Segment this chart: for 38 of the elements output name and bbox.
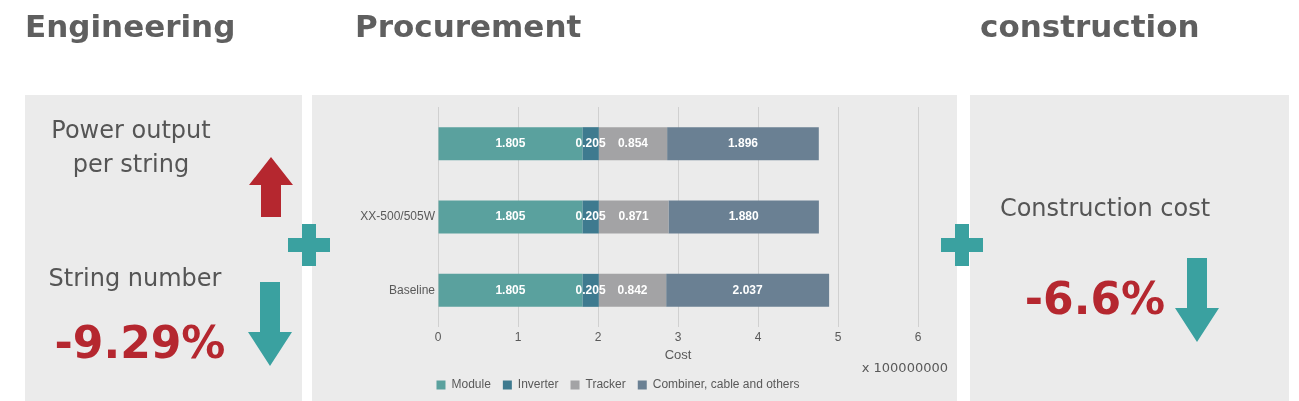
data-label: 0.871 (618, 209, 649, 224)
bar (666, 273, 830, 307)
text: construction (980, 8, 1200, 44)
x-axis-title: Cost (664, 346, 692, 362)
text: Engineering (25, 8, 236, 44)
text: Construction cost (999, 194, 1211, 222)
data-label: 0.205 (575, 282, 606, 297)
data-label: 0.205 (575, 209, 606, 224)
x-tick-label: 2 (594, 329, 602, 344)
y-tick-label: Baseline (388, 282, 436, 297)
x-tick-label: 3 (674, 329, 682, 344)
data-label: 1.805 (495, 135, 526, 150)
data-label: 1.880 (728, 209, 760, 224)
legend-label: Tracker (585, 377, 626, 392)
data-label: 0.842 (617, 282, 648, 297)
data-label: 0.205 (575, 135, 606, 150)
data-label: 2.037 (732, 282, 763, 297)
text: x 100000000 (861, 360, 948, 376)
text: -6.6% (1024, 272, 1166, 324)
data-label: 0.854 (617, 135, 649, 150)
x-tick-label: 6 (914, 329, 922, 344)
x-tick-label: 5 (834, 329, 842, 344)
chart-title: Procurement (355, 8, 582, 44)
legend-label: Combiner, cable and others (652, 377, 800, 392)
bar (668, 200, 819, 234)
y-tick-label: XX-500/505W (360, 209, 436, 224)
bar (667, 127, 819, 161)
data-label: 1.805 (495, 209, 526, 224)
x-tick-label: 1 (514, 329, 522, 344)
text: -9.29% (54, 316, 226, 368)
legend-label: Module (451, 377, 492, 392)
text: String number (48, 264, 222, 292)
data-label: 1.805 (495, 282, 526, 297)
x-tick-label: 0 (434, 329, 442, 344)
x-tick-label: 4 (754, 329, 762, 344)
text: Power output per string (50, 115, 212, 180)
legend-label: Inverter (517, 377, 559, 392)
data-label: 1.896 (727, 135, 759, 150)
